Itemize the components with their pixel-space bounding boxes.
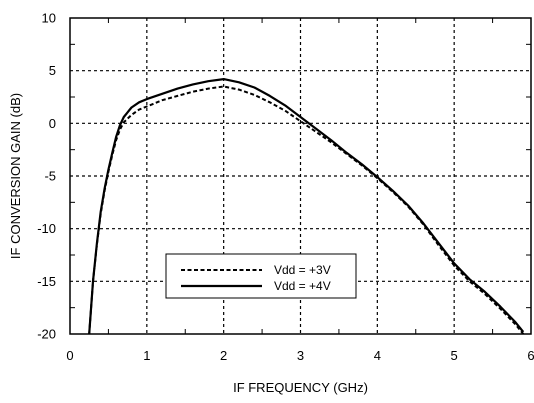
plot-frame (69, 17, 532, 335)
x-tick-labels: 0 1 2 3 4 5 6 (66, 348, 534, 363)
series-lines (88, 77, 525, 334)
x-tick-label: 6 (527, 348, 534, 363)
y-axis-title: IF CONVERSION GAIN (dB) (8, 93, 23, 259)
legend-label-4v: Vdd = +4V (274, 279, 331, 293)
legend: Vdd = +3V Vdd = +4V (165, 253, 357, 299)
y-tick-label: -20 (37, 327, 56, 342)
legend-label-3v: Vdd = +3V (274, 263, 331, 277)
x-axis-title: IF FREQUENCY (GHz) (233, 380, 368, 395)
x-tick-label: 2 (220, 348, 227, 363)
x-tick-label: 3 (297, 348, 304, 363)
x-tick-label: 5 (451, 348, 458, 363)
y-tick-label: -15 (37, 274, 56, 289)
y-tick-label: -10 (37, 221, 56, 236)
axis-ticks (70, 18, 531, 334)
x-tick-label: 4 (374, 348, 381, 363)
y-tick-label: 0 (49, 116, 56, 131)
x-tick-label: 0 (66, 348, 73, 363)
y-tick-label: 10 (42, 11, 56, 26)
series-line-4v (88, 77, 525, 334)
y-tick-labels: 10 5 0 -5 -10 -15 -20 (37, 11, 56, 342)
legend-box (165, 253, 357, 299)
y-tick-label: 5 (49, 63, 56, 78)
x-tick-label: 1 (143, 348, 150, 363)
y-tick-label: -5 (44, 169, 56, 184)
